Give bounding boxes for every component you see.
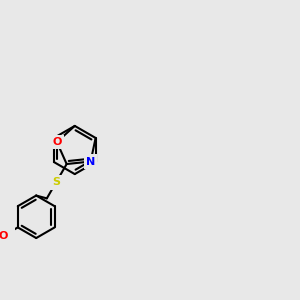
Text: S: S <box>52 177 60 188</box>
Text: N: N <box>86 157 95 166</box>
Text: O: O <box>52 137 62 147</box>
Text: O: O <box>0 231 8 241</box>
